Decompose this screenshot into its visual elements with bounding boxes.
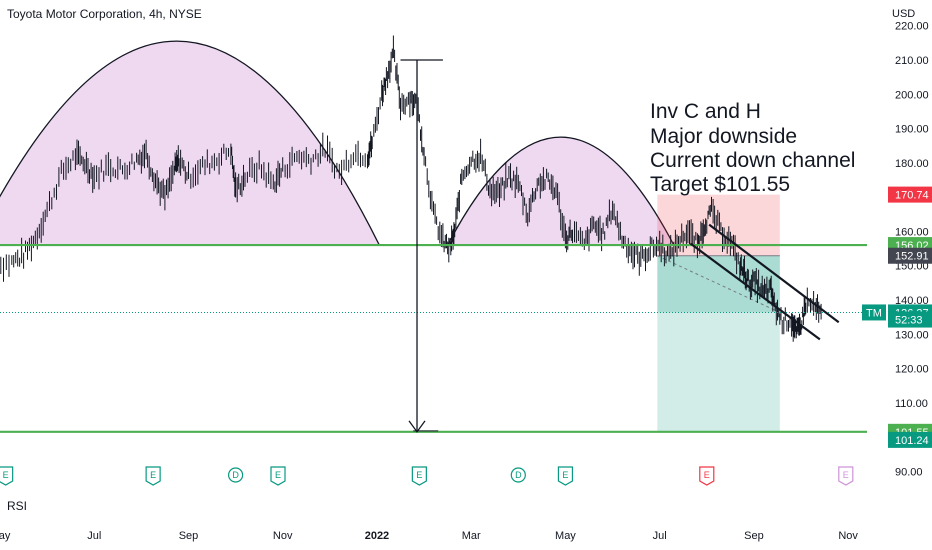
y-tick-label: 180.00 <box>895 158 929 170</box>
y-tick-label: 190.00 <box>895 124 929 136</box>
event-letter: D <box>515 470 522 480</box>
price-tag <box>888 431 932 448</box>
dividend-icon <box>227 467 244 483</box>
price-series <box>0 35 822 342</box>
pnl-connector-line <box>657 255 781 313</box>
x-tick-label: Jul <box>653 530 667 542</box>
currency-label: USD <box>892 8 915 20</box>
event-marker[interactable]: E <box>838 466 854 486</box>
event-letter: E <box>3 470 9 480</box>
event-letter: E <box>416 470 422 480</box>
y-tick-label: 140.00 <box>895 295 929 307</box>
price-tag <box>888 311 932 328</box>
dividend-icon <box>510 467 526 483</box>
event-letter: E <box>562 470 568 480</box>
event-letter: E <box>150 470 156 480</box>
annotation-line-1: Inv C and H <box>650 100 761 123</box>
event-marker[interactable]: D <box>227 467 244 483</box>
y-tick-label: 120.00 <box>895 364 929 376</box>
y-tick-label: 160.00 <box>895 226 929 238</box>
measured-move-arrowhead <box>408 420 426 433</box>
event-letter: E <box>275 470 281 480</box>
event-marker[interactable]: D <box>510 467 526 483</box>
x-tick-label: Sep <box>744 530 764 542</box>
event-letter: E <box>704 470 710 480</box>
event-marker[interactable]: E <box>270 466 286 486</box>
event-marker[interactable]: E <box>557 466 574 486</box>
inverse-cup-left <box>0 40 381 246</box>
channel-lower-line <box>689 242 821 341</box>
symbol-tag <box>862 304 886 321</box>
take-profit-zone <box>657 255 780 432</box>
earnings-icon <box>270 466 286 486</box>
overlay-layer <box>0 59 867 433</box>
price-tag-label: 170.74 <box>895 190 929 202</box>
earnings-icon <box>411 466 427 486</box>
y-tick-label: 220.00 <box>895 21 929 33</box>
x-tick-label: Nov <box>273 530 293 542</box>
event-letter: E <box>843 470 849 480</box>
annotation-line-4: Target $101.55 <box>650 173 790 196</box>
symbol-tag-label: TM <box>866 307 882 319</box>
earnings-icon <box>145 466 161 486</box>
x-tick-label: 2022 <box>365 530 389 542</box>
drawing-layer <box>0 40 781 432</box>
rsi-label[interactable]: RSI <box>7 499 27 513</box>
x-tick-label: Mar <box>462 530 481 542</box>
y-tick-label: 130.00 <box>895 329 929 341</box>
price-tag-label: 101.24 <box>895 435 929 447</box>
event-marker[interactable]: E <box>145 466 161 486</box>
event-marker[interactable]: E <box>411 466 427 486</box>
price-tag-label: 52:33 <box>895 315 923 327</box>
channel-upper-line <box>708 223 840 324</box>
y-tick-label: 210.00 <box>895 55 929 67</box>
price-tags: 170.74156.02152.91136.3752:33101.55101.2… <box>862 186 932 448</box>
price-tag <box>888 186 932 203</box>
event-marker[interactable]: E <box>0 466 14 486</box>
x-tick-label: May <box>0 530 11 542</box>
x-tick-label: May <box>555 530 576 542</box>
annotation-line-3: Current down channel <box>650 149 855 172</box>
event-letter: D <box>232 470 239 480</box>
earnings-icon <box>557 466 574 486</box>
earnings-icon <box>838 466 854 486</box>
event-marker[interactable]: E <box>699 466 715 486</box>
annotation-text: Inv C and H Major downside Current down … <box>650 100 855 196</box>
y-tick-label: 200.00 <box>895 89 929 101</box>
x-tick-label: Sep <box>179 530 199 542</box>
x-tick-label: Nov <box>838 530 858 542</box>
annotation-line-2: Major downside <box>650 125 797 148</box>
earnings-icon <box>0 466 14 486</box>
price-tag-label: 152.91 <box>895 251 929 263</box>
price-tag <box>888 247 932 264</box>
x-tick-label: Jul <box>87 530 101 542</box>
y-tick-label: 110.00 <box>895 398 928 410</box>
chart-title: Toyota Motor Corporation, 4h, NYSE <box>7 7 202 21</box>
time-axis[interactable]: May Jul Sep Nov 2022 Mar May Jul Sep Nov <box>0 530 858 542</box>
earnings-icon <box>699 466 715 486</box>
y-tick-label: 90.00 <box>895 466 923 478</box>
price-bars <box>0 35 822 342</box>
